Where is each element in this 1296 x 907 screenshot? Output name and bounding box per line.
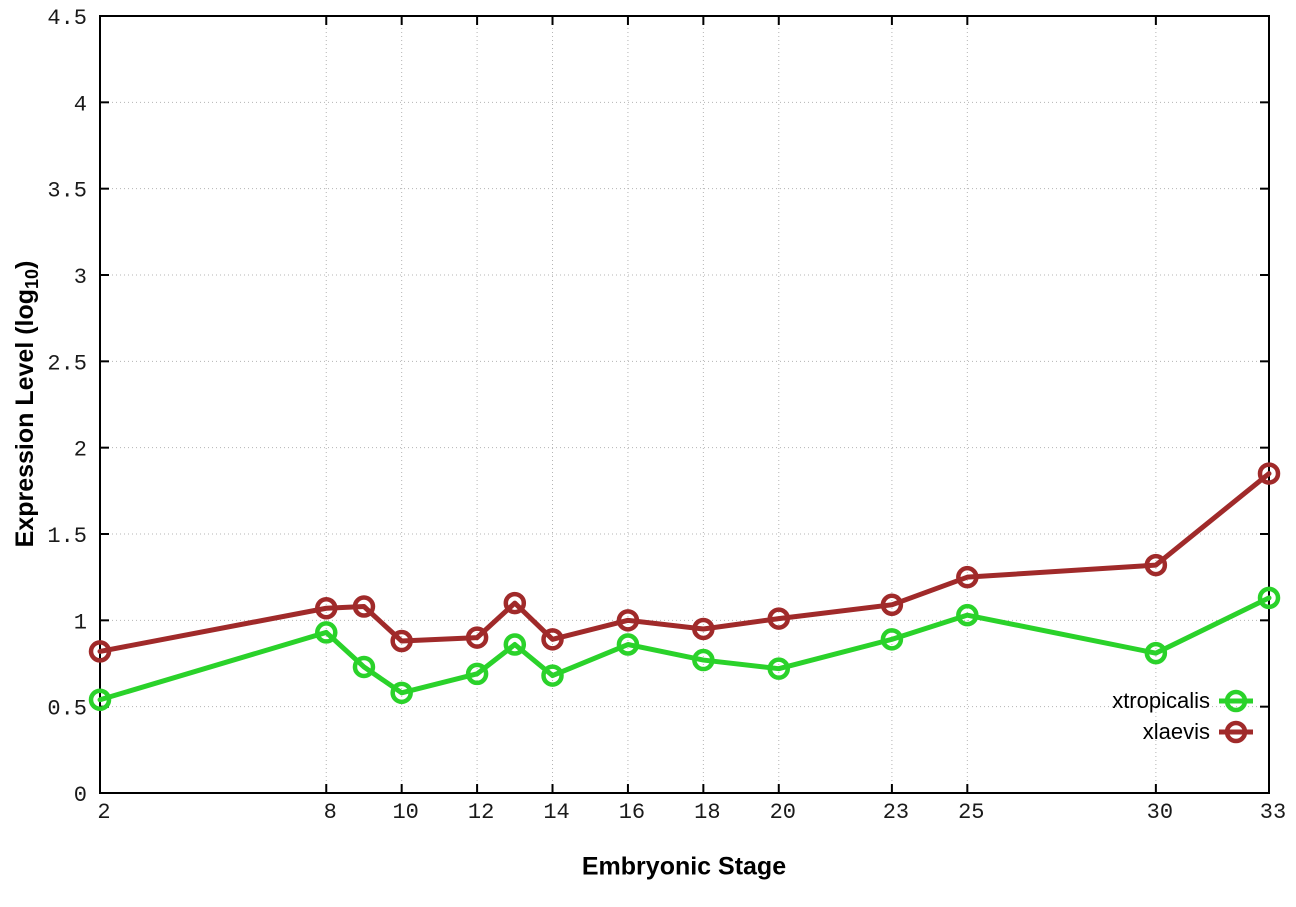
x-tick-label: 33	[1260, 800, 1286, 825]
legend-label-xtropicalis: xtropicalis	[1112, 687, 1210, 713]
series-line-xlaevis	[97, 471, 1272, 654]
data-point-xtropicalis	[390, 681, 413, 705]
data-point-xtropicalis	[541, 664, 564, 687]
y-tick-label: 3	[74, 265, 87, 290]
x-tick-label: 10	[392, 800, 418, 825]
data-point-xtropicalis	[692, 648, 715, 672]
legend-label-xlaevis: xlaevis	[1142, 718, 1210, 744]
x-tick-label: 12	[468, 800, 494, 825]
y-axis-title-subscript: 10	[22, 268, 42, 289]
data-point-xlaevis	[692, 617, 715, 641]
x-tick-label: 30	[1147, 800, 1173, 825]
x-tick-label: 16	[619, 800, 645, 825]
x-tick-label: 23	[883, 800, 909, 825]
data-point-xtropicalis	[88, 688, 112, 712]
data-point-xtropicalis	[880, 628, 904, 651]
legend-sample-marker	[1224, 689, 1248, 712]
y-axis-title: Expression Level (log10)	[11, 261, 43, 548]
data-point-xlaevis	[880, 593, 904, 617]
data-point-xlaevis	[315, 596, 338, 620]
data-point-xlaevis	[1144, 553, 1168, 577]
data-point-xlaevis	[956, 565, 979, 589]
y-tick-label: 3.5	[47, 179, 87, 204]
y-tick-label: 4	[74, 92, 87, 117]
data-point-xtropicalis	[956, 603, 979, 627]
y-tick-label: 2.5	[47, 351, 87, 376]
data-point-xlaevis	[390, 629, 413, 653]
data-point-xlaevis	[541, 628, 564, 651]
y-tick-label: 1.5	[47, 524, 87, 549]
y-axis-title-text: Expression Level (log	[11, 288, 39, 548]
data-point-xtropicalis	[1144, 641, 1168, 665]
y-axis-title-paren: )	[11, 260, 39, 269]
y-tick-label: 0.5	[47, 697, 87, 722]
data-point-xtropicalis	[616, 633, 640, 656]
y-tick-label: 0	[74, 783, 87, 808]
y-tick-label: 4.5	[47, 6, 87, 31]
legend: xtropicalis xlaevis	[1112, 686, 1253, 746]
data-point-xtropicalis	[503, 633, 527, 656]
plot-border	[99, 15, 1270, 794]
x-tick-label: 25	[958, 800, 984, 825]
data-point-xtropicalis	[767, 657, 791, 680]
y-tick-label: 1	[74, 610, 87, 635]
series-line-xtropicalis	[97, 595, 1272, 703]
data-point-xtropicalis	[1257, 586, 1281, 610]
x-axis-title: Embryonic Stage	[581, 852, 787, 881]
x-tick-label: 2	[97, 800, 110, 825]
data-point-xlaevis	[1257, 462, 1281, 485]
data-point-xtropicalis	[315, 621, 338, 644]
data-point-xtropicalis	[465, 662, 489, 686]
data-point-xtropicalis	[352, 655, 376, 679]
legend-sample-marker	[1224, 720, 1248, 743]
y-tick-label: 2	[74, 438, 87, 463]
legend-marker-xtropicalis	[1219, 689, 1253, 712]
x-tick-label: 8	[324, 800, 337, 825]
data-point-xlaevis	[352, 595, 376, 618]
legend-item-xtropicalis: xtropicalis	[1112, 686, 1253, 715]
x-tick-label: 18	[694, 800, 720, 825]
data-point-xlaevis	[767, 607, 791, 630]
x-tick-label: 20	[770, 800, 796, 825]
x-tick-label: 14	[543, 800, 569, 825]
legend-item-xlaevis: xlaevis	[1112, 717, 1253, 746]
data-point-xlaevis	[616, 609, 640, 632]
data-point-xlaevis	[503, 591, 527, 615]
data-point-xlaevis	[465, 626, 489, 649]
legend-marker-xlaevis	[1219, 720, 1253, 743]
data-point-xlaevis	[88, 640, 112, 663]
